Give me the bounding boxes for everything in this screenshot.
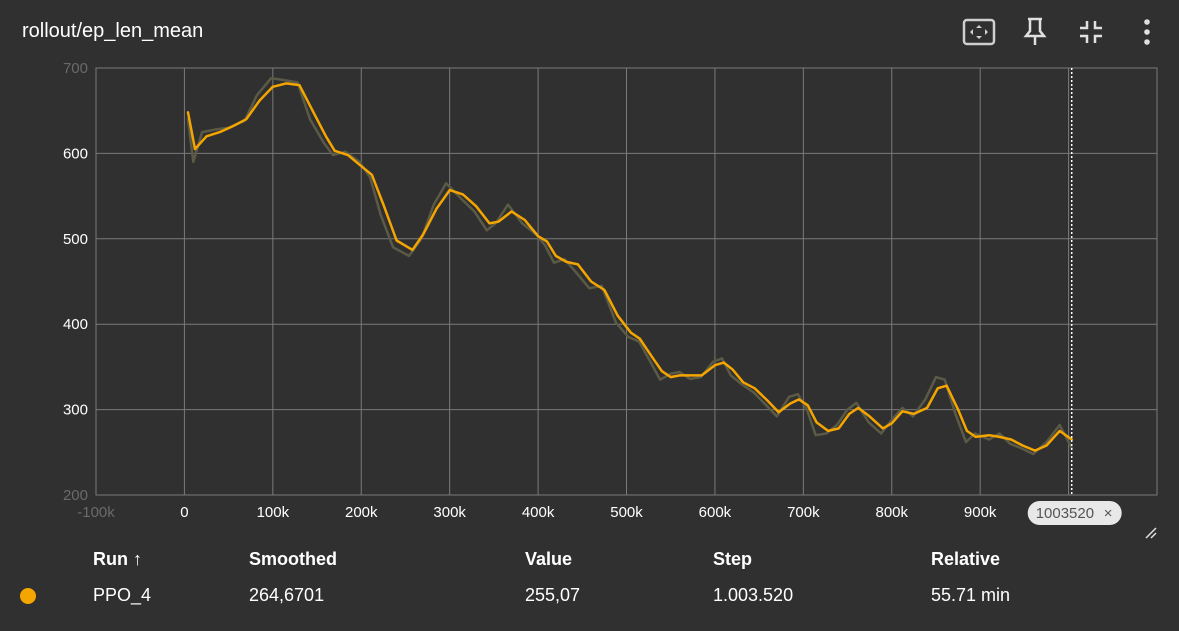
color-column-header	[20, 545, 93, 573]
x-tick-label: 700k	[787, 504, 820, 521]
more-vertical-icon	[1144, 19, 1150, 45]
collapse-button[interactable]	[1073, 14, 1109, 50]
smoothed-column-header[interactable]: Smoothed	[249, 548, 337, 569]
x-tick-label: 300k	[433, 504, 466, 521]
smoothed-series-line	[186, 82, 1073, 452]
runs-table: Run ↑ Smoothed Value Step Relative PPO_4…	[20, 545, 1081, 618]
chart-toolbar	[961, 14, 1165, 50]
run-color-cell	[20, 573, 93, 618]
run-column-header[interactable]: Run ↑	[93, 548, 142, 569]
close-icon[interactable]: ×	[1104, 505, 1113, 522]
smoothed-value: 264,6701	[249, 585, 325, 605]
axis-labels: -100k 0 100k 200k 300k 400k 500k 600k 700k 800k 90…	[63, 60, 1079, 521]
x-tick-label: 400k	[522, 504, 555, 521]
y-tick-label: 200	[63, 487, 88, 504]
x-tick-label: 100k	[257, 504, 290, 521]
hover-step-value: 1003520	[1036, 505, 1094, 522]
x-tick-label: 500k	[610, 504, 643, 521]
fit-domain-icon	[962, 18, 996, 46]
relative-value: 55.71 min	[931, 585, 1011, 605]
hover-step-chip[interactable]: 1003520 ×	[1027, 501, 1122, 525]
y-tick-label: 600	[63, 145, 88, 162]
value-column-header[interactable]: Value	[525, 548, 573, 569]
resize-handle-icon[interactable]	[1145, 527, 1157, 539]
table-row[interactable]: PPO_4 264,6701 255,07 1.003.520 55.71 mi…	[20, 573, 1081, 618]
pin-button[interactable]	[1017, 14, 1053, 50]
run-name: PPO_4	[93, 585, 152, 605]
step-value: 1.003.520	[713, 585, 794, 605]
run-color-dot	[20, 588, 36, 605]
line-chart[interactable]: -100k 0 100k 200k 300k 400k 500k 600k 700k 800k 90…	[0, 60, 1179, 530]
relative-column-header[interactable]: Relative	[931, 548, 1001, 569]
series-layer	[186, 76, 1073, 456]
chart-title: rollout/ep_len_mean	[22, 20, 204, 42]
pin-icon	[1023, 17, 1047, 45]
x-tick-label: -100k	[77, 504, 115, 521]
table-header-row: Run ↑ Smoothed Value Step Relative	[20, 545, 1081, 573]
collapse-icon	[1080, 21, 1102, 43]
x-tick-label: 200k	[345, 504, 378, 521]
x-tick-label: 0	[180, 504, 188, 521]
y-tick-label: 400	[63, 316, 88, 333]
more-button[interactable]	[1129, 14, 1165, 50]
y-tick-label: 700	[63, 60, 88, 77]
hover-step-chip-bg	[1027, 501, 1122, 525]
fit-domain-button[interactable]	[961, 14, 997, 50]
raw-series-line	[186, 76, 1073, 456]
chart-grid	[95, 67, 1158, 496]
y-tick-label: 300	[63, 402, 88, 419]
raw-value: 255,07	[525, 585, 581, 605]
step-column-header[interactable]: Step	[713, 548, 753, 569]
x-tick-label: 900k	[964, 504, 997, 521]
x-tick-label: 600k	[699, 504, 732, 521]
x-tick-label: 800k	[875, 504, 908, 521]
y-tick-label: 500	[63, 231, 88, 248]
